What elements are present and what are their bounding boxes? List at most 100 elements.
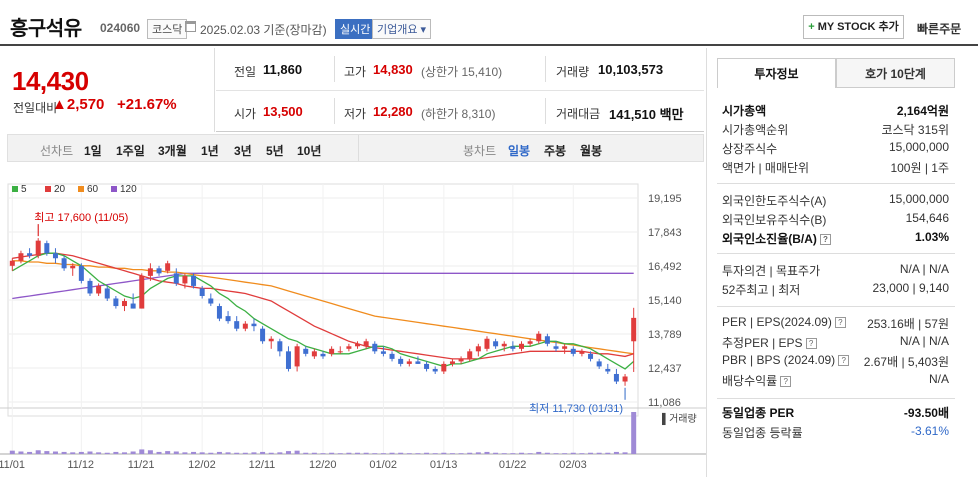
help-icon[interactable]: ? — [834, 317, 846, 328]
per-value: 253.16배 | 57원 — [867, 317, 949, 331]
sector-rate-row[interactable]: 동일업종 등락률 -3.61% — [717, 424, 955, 443]
candle-body — [415, 361, 421, 364]
shares-label: 상장주식수 — [722, 142, 778, 156]
trade-amount-value: 141,510 백만 — [609, 107, 684, 122]
y-tick-label: 17,843 — [648, 227, 682, 239]
candle-body — [139, 275, 145, 309]
x-tick-label: 01/22 — [499, 459, 527, 471]
quote-bottom-border — [216, 131, 704, 132]
week52-label: 52주최고 | 최저 — [722, 283, 801, 297]
volume-bar — [216, 451, 222, 454]
est-per-text: 추정PER | EPS — [722, 336, 803, 350]
quick-order-link[interactable]: 빠른주문 — [917, 22, 962, 36]
period-3y[interactable]: 3년 — [234, 144, 252, 158]
candle-body — [52, 253, 58, 259]
volume-bar — [234, 452, 240, 454]
realtime-button[interactable]: 실시간 — [335, 19, 376, 39]
volume-bar — [303, 452, 309, 454]
market-cap-label: 시가총액 — [722, 104, 767, 118]
low-value: 12,280 — [373, 104, 413, 119]
y-tick-label: 13,789 — [648, 329, 682, 341]
candle-daily[interactable]: 일봉 — [508, 144, 531, 158]
price-change-percent: +21.67% — [117, 96, 177, 113]
help-icon[interactable]: ? — [838, 355, 850, 366]
company-overview-dropdown[interactable]: 기업개요 ▾ — [372, 19, 432, 39]
line-chart-tab[interactable]: 선차트 — [40, 144, 74, 158]
candle-body — [234, 321, 240, 329]
candle-body — [27, 253, 33, 256]
volume-bar — [329, 452, 335, 454]
volume-bar — [130, 451, 136, 454]
dividend-text: 배당수익률 — [722, 374, 778, 388]
volume-bar — [9, 450, 15, 454]
market-cap-value: 2,164억원 — [896, 104, 949, 118]
volume-bar — [268, 452, 274, 454]
help-icon[interactable]: ? — [780, 376, 792, 387]
open-label: 시가 — [234, 107, 257, 121]
candle-body — [303, 348, 309, 354]
candle-weekly[interactable]: 주봉 — [544, 144, 567, 158]
volume-bar — [398, 452, 404, 454]
candle-chart-tab[interactable]: 봉차트 — [463, 144, 497, 158]
dividend-row: 배당수익률? N/A — [717, 372, 955, 391]
period-5y[interactable]: 5년 — [266, 144, 284, 158]
market-cap-rank-label: 시가총액순위 — [722, 123, 789, 137]
volume-bar — [484, 451, 490, 454]
candle-body — [122, 301, 128, 307]
current-price: 14,430 — [12, 66, 89, 96]
candle-body — [268, 338, 274, 342]
period-10y[interactable]: 10년 — [297, 144, 322, 158]
period-1w[interactable]: 1주일 — [116, 144, 145, 158]
volume-bar — [475, 452, 481, 454]
candle-body — [493, 341, 499, 347]
price-chart[interactable]: 19,195 17,843 16,492 15,140 13,789 12,437 11,0… — [0, 176, 706, 477]
tab-investment-info[interactable]: 투자정보 — [717, 58, 836, 88]
volume-bar — [61, 451, 67, 454]
volume-value: 10,103,573 — [598, 62, 664, 77]
change-label: 전일대비 — [13, 101, 58, 115]
period-3m[interactable]: 3개월 — [158, 144, 187, 158]
candle-body — [35, 240, 41, 256]
volume-bar — [251, 452, 257, 454]
candle-body — [216, 306, 222, 319]
volume-bar — [18, 451, 24, 454]
candle-body — [510, 346, 516, 349]
high-label: 고가 — [344, 65, 367, 79]
foreign-ratio-row: 외국인소진율(B/A)? 1.03% — [717, 230, 955, 249]
volume-bar — [622, 452, 628, 454]
foreign-ratio-value: 1.03% — [914, 230, 949, 244]
panel-separator — [717, 253, 955, 254]
calendar-icon — [185, 21, 196, 32]
opinion-value: N/A | N/A — [899, 262, 949, 276]
candle-monthly[interactable]: 월봉 — [580, 144, 603, 158]
candle-body — [605, 368, 611, 372]
candle-body — [337, 351, 343, 353]
sector-rate-label: 동일업종 등락률 — [722, 426, 803, 440]
candle-body — [596, 361, 602, 367]
market-cap-rank-row[interactable]: 시가총액순위 코스닥 315위 — [717, 121, 955, 140]
help-icon[interactable]: ? — [805, 338, 817, 349]
legend-label: 5 — [21, 184, 27, 195]
tab-orderbook[interactable]: 호가 10단계 — [836, 58, 955, 88]
y-tick-label: 11,086 — [648, 397, 681, 409]
legend-label: 20 — [54, 184, 66, 195]
candle-body — [424, 363, 430, 369]
help-icon[interactable]: ? — [819, 234, 831, 245]
panel-separator — [717, 306, 955, 307]
volume-bar — [44, 451, 50, 454]
y-tick-label: 15,140 — [648, 295, 682, 307]
add-mystock-button[interactable]: + MY STOCK 추가 — [803, 15, 904, 39]
per-text: PER | EPS(2024.09) — [722, 315, 832, 329]
legend-swatch — [12, 186, 18, 192]
volume-bar — [156, 451, 162, 454]
period-1d[interactable]: 1일 — [84, 144, 102, 158]
period-1y[interactable]: 1년 — [201, 144, 219, 158]
quote-date: 2025.02.03 기준(장마감) — [200, 23, 327, 37]
candle-body — [18, 253, 24, 261]
panel-divider — [706, 48, 707, 477]
sector-per-row[interactable]: 동일업종 PER -93.50배 — [717, 404, 955, 423]
candle-body — [147, 268, 153, 276]
opinion-label: 투자의견 | 목표주가 — [722, 264, 821, 278]
legend-swatch — [45, 186, 51, 192]
volume-bar — [605, 452, 611, 454]
